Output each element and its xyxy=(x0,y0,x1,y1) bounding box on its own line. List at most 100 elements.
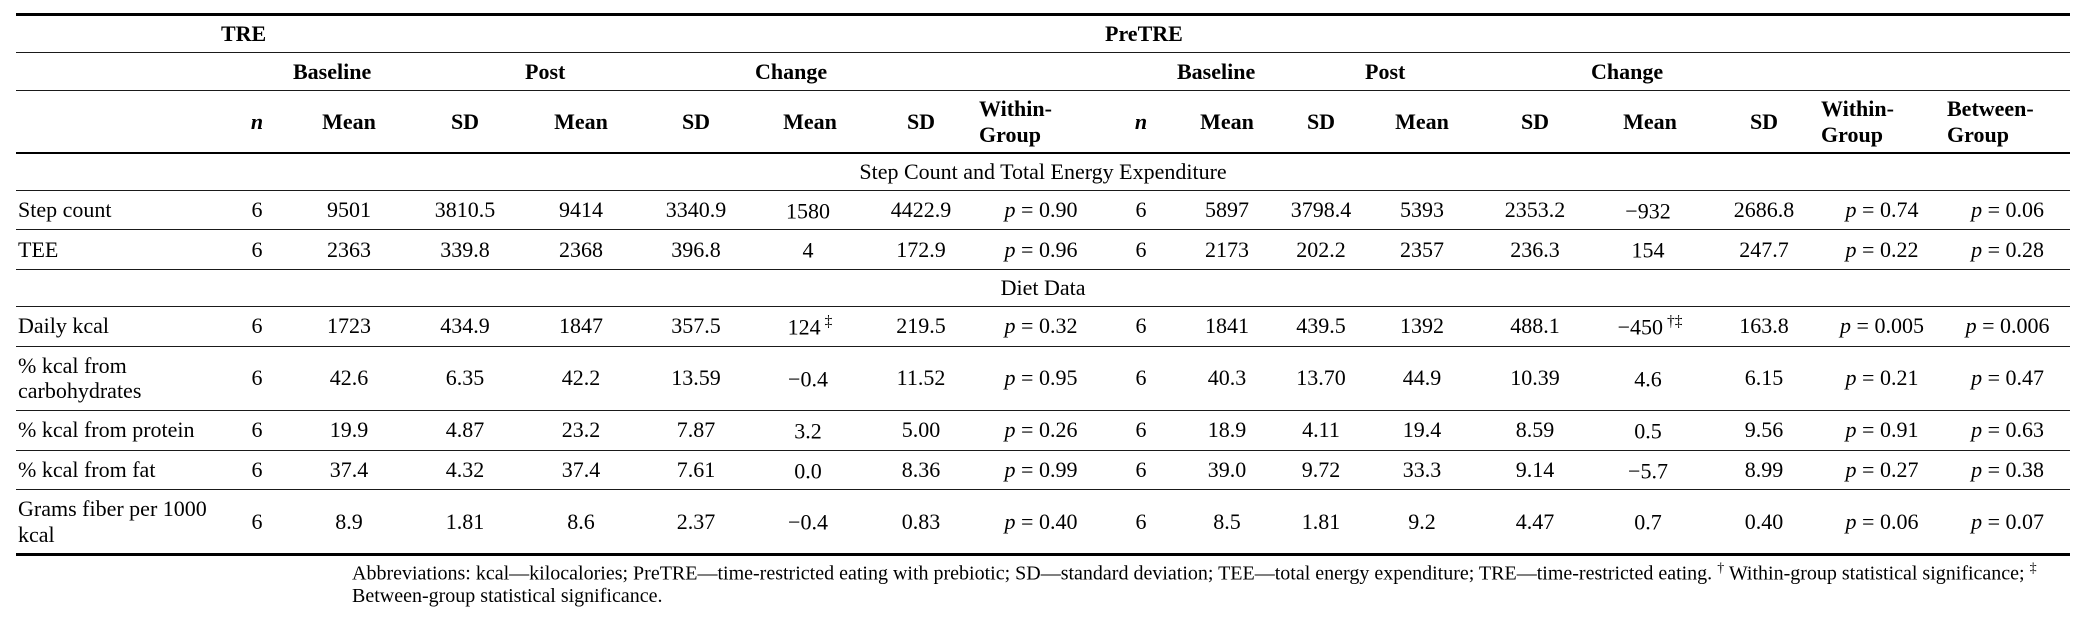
cell-mean: 40.3 xyxy=(1207,365,1247,391)
row-label: % kcal from protein xyxy=(18,417,195,443)
section-header-row: Diet Data xyxy=(16,270,2071,307)
cell-mean: 42.6 xyxy=(329,365,369,391)
cell-sd: 2686.8 xyxy=(1733,197,1795,223)
equals-sign: = xyxy=(1856,417,1880,443)
subheader-post-pretre: Post xyxy=(1365,58,1406,84)
cell-change-mean: 3.2 xyxy=(755,410,865,450)
col-header-n: n xyxy=(250,108,264,134)
change-value: 4 xyxy=(802,237,814,263)
row-label: Grams fiber per 1000 kcal xyxy=(18,496,207,547)
cell-sd: 6.15 xyxy=(1744,365,1784,391)
cell-sd: 339.8 xyxy=(440,237,490,263)
empty-cell xyxy=(1819,52,1945,91)
cell-sd: 247.7 xyxy=(1739,237,1789,263)
cell-mean: 5897 xyxy=(1205,197,1249,223)
equals-sign: = xyxy=(1856,237,1880,263)
cell-change-mean: −932 xyxy=(1591,190,1709,230)
equals-sign: = xyxy=(1856,365,1880,391)
empty-cell xyxy=(1945,52,2070,91)
significance-marker: ‡ xyxy=(824,312,833,330)
col-header-sd: SD xyxy=(450,108,480,134)
p-value: 0.32 xyxy=(1038,313,1078,339)
p-symbol: p xyxy=(1004,417,1016,443)
change-value: 3.2 xyxy=(794,417,822,443)
cell-p-between: p = 0.47 xyxy=(1945,346,2070,410)
cell-p-within: p = 0.26 xyxy=(977,410,1105,450)
cell-p-within: p = 0.99 xyxy=(977,450,1105,490)
equals-sign: = xyxy=(1856,509,1880,535)
cell-sd: 4.47 xyxy=(1515,509,1555,535)
double-dagger-marker: ‡ xyxy=(2029,561,2037,577)
subheader-change-pretre: Change xyxy=(1591,58,1664,84)
cell-sd: 4.32 xyxy=(445,457,485,483)
p-value: 0.95 xyxy=(1038,365,1078,391)
cell-change-mean: 154 xyxy=(1591,230,1709,270)
change-value: −5.7 xyxy=(1628,457,1668,483)
results-table: TRE PreTRE Baseline Post Change Baseline… xyxy=(16,13,2071,557)
table-row: % kcal from fat 6 37.4 4.32 37.4 7.61 0.… xyxy=(16,450,2071,490)
cell-sd: 3340.9 xyxy=(665,197,727,223)
cell-sd: 3798.4 xyxy=(1290,197,1352,223)
empty-cell xyxy=(16,91,221,154)
cell-sd: 5.00 xyxy=(901,417,941,443)
p-symbol: p xyxy=(1845,237,1857,263)
cell-sd: 2.37 xyxy=(676,509,716,535)
subheader-change-tre: Change xyxy=(755,58,828,84)
cell-p-between: p = 0.28 xyxy=(1945,230,2070,270)
p-value: 0.005 xyxy=(1874,313,1924,339)
cell-p-between: p = 0.63 xyxy=(1945,410,2070,450)
cell-sd: 9.56 xyxy=(1744,417,1784,443)
cell-sd: 13.59 xyxy=(671,365,721,391)
subheader-baseline-tre: Baseline xyxy=(293,58,372,84)
cell-mean: 1847 xyxy=(559,313,603,339)
equals-sign: = xyxy=(1982,417,2006,443)
cell-change-mean: −0.4 xyxy=(755,346,865,410)
change-value: 0.7 xyxy=(1634,509,1662,535)
p-symbol: p xyxy=(1845,197,1857,223)
p-value: 0.90 xyxy=(1038,197,1078,223)
p-symbol: p xyxy=(1845,457,1857,483)
cell-mean: 37.4 xyxy=(561,457,601,483)
cell-n: 6 xyxy=(251,509,263,535)
cell-change-mean: 4.6 xyxy=(1591,346,1709,410)
p-value: 0.27 xyxy=(1879,457,1919,483)
cell-sd: 434.9 xyxy=(440,313,490,339)
col-header-sd: SD xyxy=(906,108,936,134)
row-label: % kcal from fat xyxy=(18,457,156,483)
cell-change-mean: −0.4 xyxy=(755,490,865,555)
cell-p-between: p = 0.006 xyxy=(1945,306,2070,346)
cell-p-within: p = 0.91 xyxy=(1819,410,1945,450)
p-value: 0.006 xyxy=(1999,313,2050,339)
cell-mean: 39.0 xyxy=(1207,457,1247,483)
equals-sign: = xyxy=(1982,365,2006,391)
cell-p-between: p = 0.07 xyxy=(1945,490,2070,555)
change-value: −932 xyxy=(1625,197,1671,223)
cell-n: 6 xyxy=(251,237,263,263)
cell-sd: 0.40 xyxy=(1744,509,1784,535)
p-value: 0.99 xyxy=(1038,457,1078,483)
equals-sign: = xyxy=(1856,197,1880,223)
equals-sign: = xyxy=(1856,457,1880,483)
cell-mean: 1723 xyxy=(327,313,371,339)
cell-sd: 8.36 xyxy=(901,457,941,483)
cell-mean: 2357 xyxy=(1400,237,1444,263)
p-symbol: p xyxy=(1004,509,1016,535)
p-symbol: p xyxy=(1971,237,1983,263)
cell-mean: 2363 xyxy=(327,237,371,263)
cell-sd: 1.81 xyxy=(445,509,485,535)
cell-sd: 163.8 xyxy=(1739,313,1789,339)
cell-mean: 18.9 xyxy=(1207,417,1247,443)
equals-sign: = xyxy=(1015,417,1039,443)
cell-p-between: p = 0.06 xyxy=(1945,190,2070,230)
cell-mean: 9414 xyxy=(559,197,603,223)
corner-cell xyxy=(16,15,221,53)
equals-sign: = xyxy=(1976,313,2000,339)
section-header: Diet Data xyxy=(1000,275,1086,301)
table-row: % kcal from protein 6 19.9 4.87 23.2 7.8… xyxy=(16,410,2071,450)
cell-sd: 11.52 xyxy=(896,365,946,391)
change-value: 154 xyxy=(1631,237,1665,263)
group-header-tre: TRE xyxy=(221,21,267,46)
cell-change-mean: 124 ‡ xyxy=(755,306,865,346)
col-header-within-group: Within-Group xyxy=(979,96,1052,147)
cell-sd: 2353.2 xyxy=(1504,197,1566,223)
